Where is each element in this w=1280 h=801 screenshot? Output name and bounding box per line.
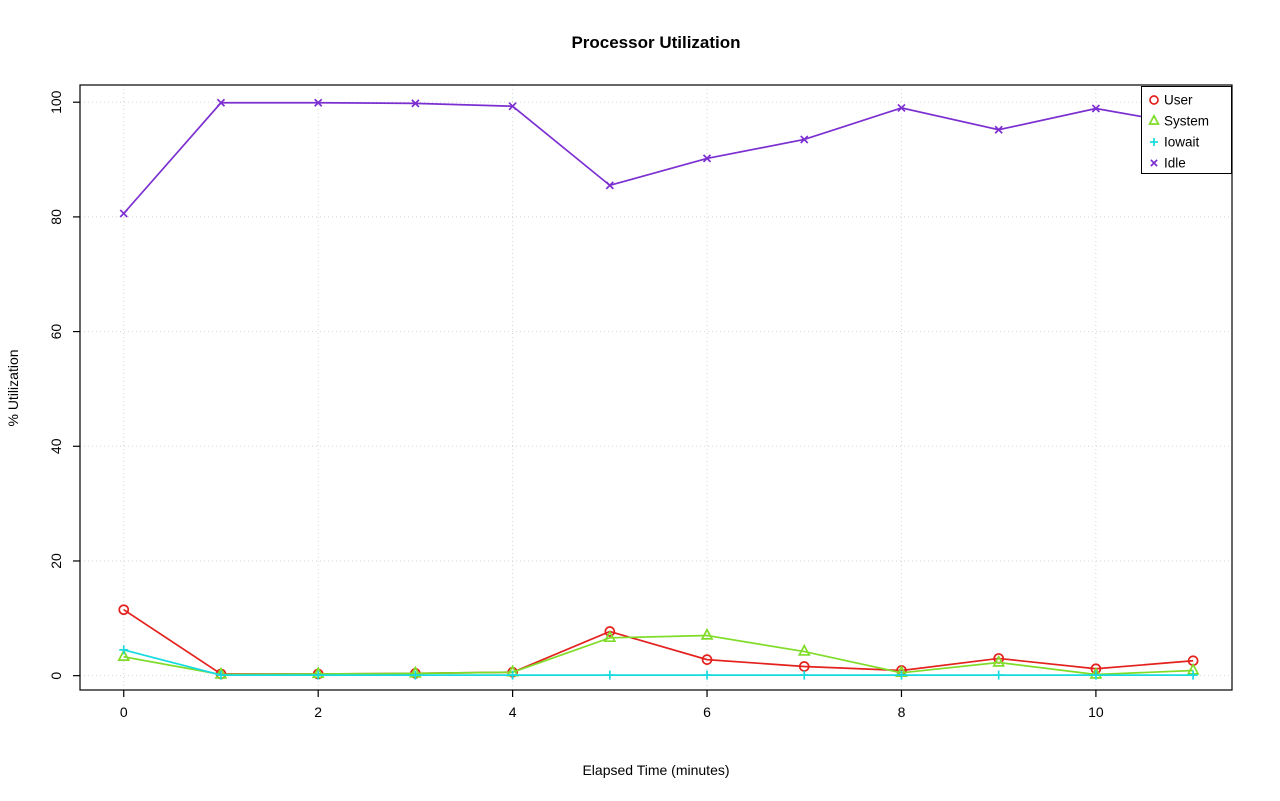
series-line-system — [123, 634, 1194, 676]
legend-label-iowait: Iowait — [1164, 135, 1200, 150]
x-tick-label: 4 — [509, 704, 517, 720]
y-tick-label: 60 — [48, 324, 64, 340]
y-tick-label: 0 — [48, 672, 64, 680]
y-tick-label: 40 — [48, 438, 64, 454]
x-tick-label: 6 — [703, 704, 711, 720]
legend-label-user: User — [1164, 93, 1193, 108]
legend-marker-system-icon — [1148, 114, 1160, 125]
plot-border — [79, 84, 1233, 691]
x-tick-label: 8 — [898, 704, 906, 720]
legend: User System Iowait Idle — [1141, 86, 1232, 174]
x-tick-label: 10 — [1088, 704, 1104, 720]
legend-marker-user-icon — [1149, 95, 1159, 105]
series-markers-iowait — [119, 645, 1198, 680]
legend-marker-iowait-icon — [1150, 138, 1158, 146]
series-line-idle — [123, 101, 1194, 215]
chart-title: Processor Utilization — [571, 33, 740, 52]
y-tick-label: 100 — [48, 90, 64, 114]
x-tick-label: 2 — [314, 704, 322, 720]
y-axis-label: % Utilization — [5, 349, 21, 426]
legend-label-system: System — [1164, 114, 1209, 129]
series-line-user — [123, 609, 1194, 675]
y-tick-label: 80 — [48, 209, 64, 225]
x-tick-label: 0 — [120, 704, 128, 720]
legend-marker-idle-icon — [1150, 159, 1158, 167]
legend-box — [1141, 86, 1232, 174]
x-axis-label: Elapsed Time (minutes) — [582, 762, 729, 778]
series-markers-idle — [119, 98, 1198, 218]
series-line-iowait — [123, 649, 1194, 676]
y-tick-label: 20 — [48, 553, 64, 569]
legend-label-idle: Idle — [1164, 156, 1186, 171]
